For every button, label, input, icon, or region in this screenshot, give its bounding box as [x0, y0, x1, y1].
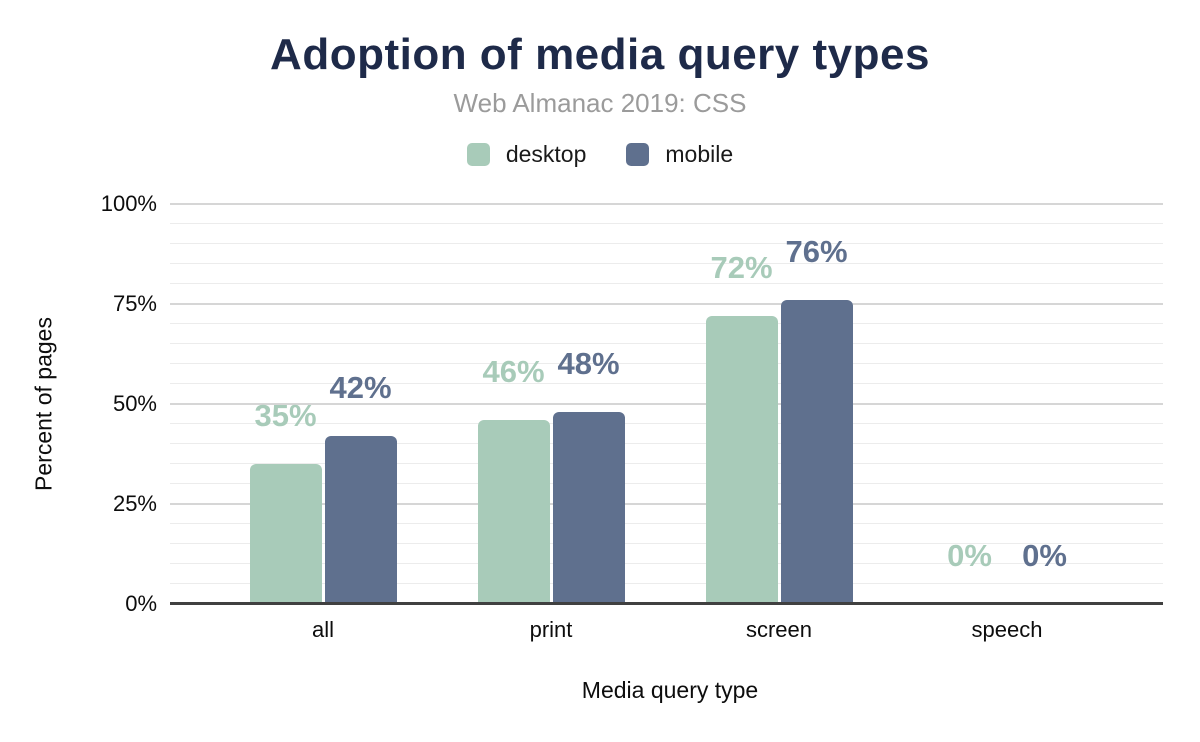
- x-axis-baseline: [170, 602, 1163, 605]
- mobile-value-label: 42%: [329, 370, 392, 405]
- mobile-value-label: 0%: [1022, 538, 1067, 573]
- mobile-value-label: 48%: [557, 346, 620, 381]
- plot-area: 0% 25% 50% 75% 100% 35% 42% all 46% 48% print 72% 7…: [101, 191, 1163, 642]
- chart-subtitle: Web Almanac 2019: CSS: [453, 88, 747, 118]
- legend-item-mobile: mobile: [626, 141, 733, 168]
- mobile-legend-swatch: [626, 143, 650, 166]
- bar-group-all: 35% 42% all: [209, 204, 437, 642]
- minor-gridline: [170, 463, 1163, 464]
- minor-gridline: [170, 323, 1163, 324]
- major-gridline: [170, 403, 1163, 405]
- minor-gridline: [170, 583, 1163, 584]
- minor-gridline: [170, 523, 1163, 524]
- desktop-value-label: 35%: [254, 398, 317, 433]
- minor-gridline: [170, 563, 1163, 564]
- desktop-bar: 46%: [477, 354, 550, 604]
- major-gridline: [170, 503, 1163, 505]
- legend-label-desktop: desktop: [505, 141, 587, 167]
- x-tick-label: print: [529, 617, 573, 642]
- minor-gridline: [170, 483, 1163, 484]
- x-tick-label: all: [311, 617, 334, 642]
- x-tick-label: screen: [745, 617, 813, 642]
- legend: desktop mobile: [0, 141, 1200, 168]
- minor-gridline: [170, 263, 1163, 264]
- minor-gridline: [170, 543, 1163, 544]
- minor-gridline: [170, 343, 1163, 344]
- mobile-bar: 48%: [552, 346, 625, 604]
- desktop-value-label: 0%: [947, 538, 992, 573]
- legend-item-desktop: desktop: [466, 141, 587, 168]
- bar-group-screen: 72% 76% screen: [665, 204, 893, 642]
- desktop-legend-swatch: [466, 143, 490, 166]
- bar-group-print: 46% 48% print: [437, 204, 665, 642]
- minor-gridline: [170, 363, 1163, 364]
- mobile-value-label: 76%: [785, 234, 848, 269]
- x-axis-title: Media query type: [581, 677, 759, 703]
- chart-title: Adoption of media query types: [270, 30, 930, 79]
- y-tick-label: 100%: [100, 191, 157, 216]
- bar-groups: 35% 42% all 46% 48% print 72% 76% screen 0% 0% spee…: [170, 204, 1163, 642]
- desktop-bar: 72%: [705, 250, 778, 604]
- mobile-bar: 76%: [780, 234, 853, 604]
- y-tick-label: 0%: [125, 591, 157, 616]
- minor-gridline: [170, 383, 1163, 384]
- major-gridline: [170, 203, 1163, 205]
- y-tick-label: 50%: [112, 391, 157, 416]
- mobile-bar: 42%: [324, 370, 397, 604]
- major-gridline: [170, 303, 1163, 305]
- desktop-bar: 35%: [249, 398, 322, 604]
- bar-group-speech: 0% 0% speech: [893, 204, 1121, 642]
- minor-gridline: [170, 223, 1163, 224]
- desktop-value-label: 46%: [482, 354, 545, 389]
- x-tick-label: speech: [971, 617, 1043, 642]
- desktop-value-label: 72%: [710, 250, 773, 285]
- y-tick-label: 25%: [112, 491, 157, 516]
- minor-gridline: [170, 423, 1163, 424]
- minor-gridline: [170, 243, 1163, 244]
- legend-label-mobile: mobile: [665, 141, 734, 167]
- y-axis-title: Percent of pages: [30, 317, 57, 491]
- minor-gridline: [170, 283, 1163, 284]
- minor-gridline: [170, 443, 1163, 444]
- y-tick-label: 75%: [112, 291, 157, 316]
